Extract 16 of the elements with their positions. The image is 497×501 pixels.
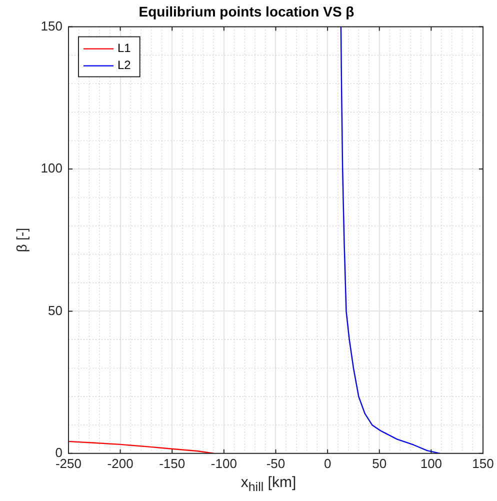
y-tick-label: 50 [48, 302, 62, 318]
x-tick-label: 150 [472, 456, 494, 471]
x-tick-label: 50 [372, 456, 387, 471]
x-tick-label: -50 [266, 456, 286, 471]
y-tick-label: 150 [40, 18, 62, 34]
legend-label: L2 [117, 58, 132, 72]
y-tick-label: 100 [40, 160, 62, 176]
x-tick-label: -100 [210, 456, 237, 471]
x-tick-label: 100 [420, 456, 442, 471]
x-tick-label: -200 [107, 456, 134, 471]
chart-title: Equilibrium points location VS β [138, 3, 355, 20]
x-tick-label: 0 [324, 456, 332, 471]
y-axis-title: β [-] [13, 228, 30, 252]
x-tick-label: -150 [159, 456, 186, 471]
x-axis-title: x$_{hill}$ [km] [240, 474, 298, 494]
legend-label: L1 [117, 41, 132, 56]
